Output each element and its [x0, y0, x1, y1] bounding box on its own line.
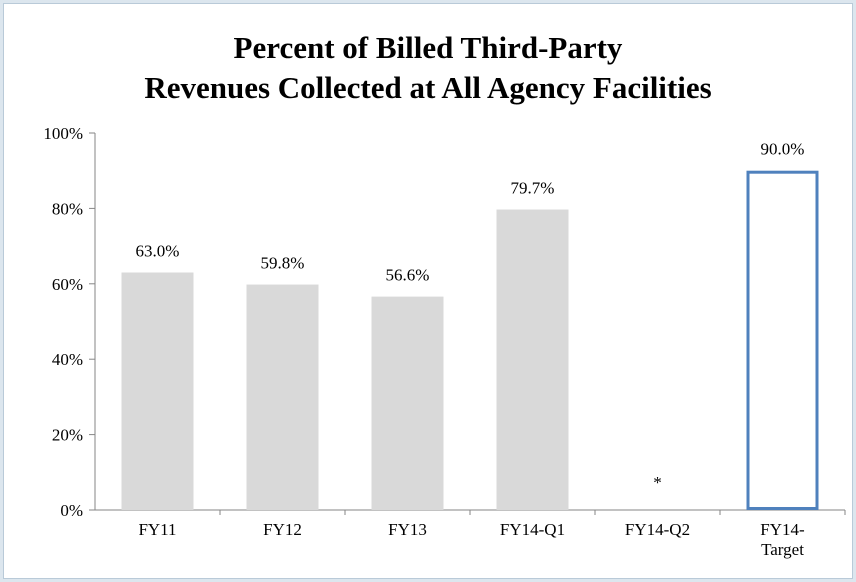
y-tick-label: 20%	[52, 426, 83, 445]
bar	[746, 170, 819, 510]
x-tick-label: FY14-Q1	[499, 520, 566, 539]
y-tick-label: 100%	[43, 124, 83, 143]
bar	[496, 209, 569, 510]
value-label: *	[653, 473, 662, 492]
y-tick-label: 0%	[60, 501, 83, 520]
x-tick-label: FY11	[138, 520, 177, 539]
value-label: 56.6%	[386, 266, 430, 285]
x-tick-label: FY14- Target	[760, 520, 805, 559]
x-tick-label: FY12	[263, 520, 302, 539]
value-label: 79.7%	[511, 179, 555, 198]
bar	[121, 272, 194, 510]
x-tick-label: FY13	[388, 520, 427, 539]
x-tick-label: FY14-Q2	[624, 520, 691, 539]
value-label: 63.0%	[136, 241, 180, 260]
y-tick-label: 60%	[52, 275, 83, 294]
chart-title: Percent of Billed Third-Party Revenues C…	[144, 30, 712, 105]
value-label: 59.8%	[261, 254, 305, 273]
y-tick-label: 80%	[52, 199, 83, 218]
y-tick-label: 40%	[52, 350, 83, 369]
bar	[371, 296, 444, 510]
value-label: 90.0%	[761, 140, 805, 159]
bar	[246, 284, 319, 510]
